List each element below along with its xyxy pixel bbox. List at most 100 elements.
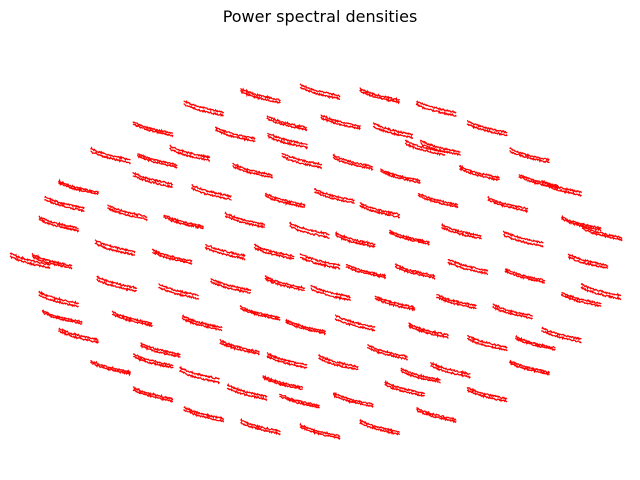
psd-trace <box>420 142 461 156</box>
psd-trace <box>136 154 178 169</box>
psd-trace <box>561 216 602 232</box>
psd-sensor-plot <box>57 178 100 196</box>
psd-sensor-plot <box>90 359 132 377</box>
psd-sensor-plot <box>151 248 193 265</box>
psd-trace <box>219 342 260 356</box>
psd-trace <box>179 369 220 385</box>
psd-trace <box>580 285 622 301</box>
psd-trace <box>332 393 374 409</box>
psd-trace <box>132 171 174 186</box>
psd-sensor-plot <box>487 195 529 214</box>
psd-trace <box>429 361 471 376</box>
psd-trace <box>400 369 441 384</box>
psd-sensor-plot <box>163 214 205 230</box>
psd-trace <box>466 334 508 349</box>
psd-trace <box>487 195 529 210</box>
psd-trace <box>541 182 582 197</box>
psd-trace <box>515 334 556 349</box>
psd-trace <box>111 310 153 326</box>
psd-trace <box>278 393 320 407</box>
psd-trace <box>151 248 193 263</box>
psd-sensor-plot <box>183 100 225 117</box>
psd-trace <box>466 337 508 352</box>
psd-trace <box>183 409 225 423</box>
psd-sensor-plot <box>140 342 181 359</box>
psd-trace <box>504 269 545 284</box>
psd-trace <box>359 418 401 434</box>
psd-sensor-plot <box>581 224 623 242</box>
psd-trace <box>299 253 341 267</box>
psd-sensor-plot <box>466 386 508 403</box>
psd-sensor-plot <box>379 168 421 185</box>
psd-trace <box>262 374 304 389</box>
psd-sensor-plot <box>266 115 308 132</box>
psd-trace <box>158 283 199 297</box>
psd-trace <box>264 192 306 208</box>
psd-trace <box>379 170 421 185</box>
psd-trace <box>334 230 376 246</box>
psd-trace <box>240 417 281 433</box>
psd-trace <box>41 311 83 325</box>
psd-sensor-plot <box>262 374 304 391</box>
psd-sensor-plot <box>239 304 281 321</box>
psd-trace <box>580 282 622 298</box>
psd-sensor-plot <box>31 252 73 270</box>
psd-sensor-plot <box>408 322 449 339</box>
psd-sensor-plot <box>359 202 401 219</box>
psd-trace <box>111 313 153 328</box>
psd-sensor-plot <box>94 239 136 257</box>
psd-sensor-plot <box>253 243 295 261</box>
psd-sensor-plot <box>508 359 551 376</box>
psd-sensor-plot <box>514 334 556 351</box>
psd-trace <box>132 174 173 189</box>
psd-trace <box>224 211 266 226</box>
psd-trace <box>436 294 477 307</box>
psd-trace <box>137 153 178 167</box>
psd-trace <box>388 231 430 246</box>
psd-trace <box>441 226 482 240</box>
psd-sensor-plot <box>266 352 308 370</box>
psd-trace <box>359 420 401 436</box>
psd-trace <box>226 387 268 401</box>
psd-sensor-plot <box>181 314 223 332</box>
psd-trace <box>560 214 602 230</box>
psd-trace <box>317 354 359 369</box>
psd-trace <box>487 197 529 214</box>
psd-trace <box>169 147 211 163</box>
psd-sensor-plot <box>441 222 482 240</box>
psd-sensor-plot <box>320 114 361 131</box>
psd-sensor-plot <box>299 83 341 101</box>
psd-trace <box>262 376 304 391</box>
psd-trace <box>266 352 308 366</box>
psd-trace <box>57 178 100 194</box>
psd-trace <box>38 218 80 233</box>
psd-trace <box>374 295 416 310</box>
psd-sensor-plot <box>132 353 174 369</box>
psd-trace <box>9 255 51 270</box>
psd-trace <box>90 361 131 377</box>
psd-trace <box>509 147 550 162</box>
psd-trace <box>492 305 533 320</box>
psd-trace <box>281 155 323 170</box>
psd-trace <box>38 290 80 305</box>
psd-trace <box>345 263 386 277</box>
psd-trace <box>232 165 274 179</box>
psd-trace <box>239 89 281 104</box>
psd-trace <box>44 195 85 210</box>
psd-sensor-plot <box>400 367 441 384</box>
psd-trace <box>560 293 602 308</box>
psd-trace <box>90 146 131 161</box>
psd-sensor-plot <box>384 379 426 398</box>
psd-trace <box>183 100 225 114</box>
psd-trace <box>404 139 446 153</box>
psd-trace <box>581 224 623 240</box>
psd-sensor-plot <box>90 146 131 165</box>
psd-trace <box>43 199 85 213</box>
psd-trace <box>299 422 341 438</box>
psd-sensor-plot <box>158 283 200 300</box>
psd-sensor-plot <box>9 252 51 270</box>
psd-trace <box>38 294 79 308</box>
psd-trace <box>388 229 430 244</box>
psd-trace <box>181 316 223 332</box>
